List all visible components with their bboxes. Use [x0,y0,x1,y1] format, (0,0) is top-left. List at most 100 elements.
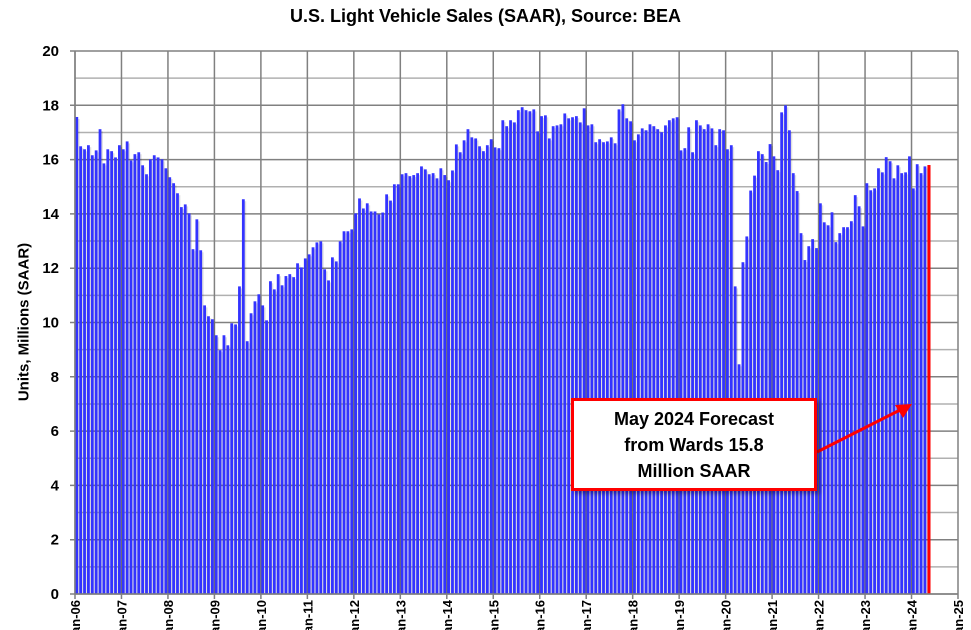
bar-shadow [413,177,417,594]
bar-shadow [239,288,243,594]
bar [594,142,598,594]
bar-shadow [553,128,557,594]
bar-shadow [874,190,878,594]
bar-shadow [572,119,576,594]
bar [474,138,478,594]
bar [114,157,117,595]
bar-shadow [499,150,502,594]
bar [489,139,493,595]
bar [230,323,234,594]
bar [726,149,729,594]
bar-shadow [100,131,103,594]
bar [590,124,594,595]
bar-shadow [642,130,646,594]
bar [121,149,125,594]
annotation-line-1: May 2024 Forecast [613,408,775,429]
y-tick-label: 18 [42,97,59,114]
bar-shadow [510,122,514,595]
y-tick-label: 14 [42,206,59,223]
bar-shadow [185,206,189,594]
bar [497,148,501,594]
bar [338,241,342,594]
bar [315,242,319,594]
bar-shadow [909,158,913,595]
bar [361,208,365,594]
bar [605,141,609,595]
bar-shadow [286,278,289,594]
bar-shadow [487,147,491,594]
bar-shadow [665,127,669,595]
bar-shadow [433,175,436,595]
bar-shadow [351,231,355,595]
bar-shadow [367,205,371,594]
bar [261,305,265,594]
bar [513,122,516,594]
bar [156,157,160,595]
bar-shadow [165,170,169,594]
bar-shadow [925,168,928,594]
bar [222,335,226,594]
bar-shadow [866,185,870,594]
bar-shadow [398,186,402,594]
bar [718,129,722,594]
bar [888,161,892,594]
bar [625,118,629,594]
bar [880,172,884,594]
bar [238,286,241,594]
bar [176,193,179,595]
bar [284,276,288,594]
bar-shadow [758,153,762,594]
bar-shadow [347,233,351,594]
bar-shadow [526,112,529,594]
bar [919,173,923,595]
bar-shadow [193,251,196,594]
bar [915,164,919,594]
bar [199,250,203,594]
bar [633,140,636,595]
bar-shadow [770,146,773,594]
bar [493,147,497,594]
bar-shadow [781,114,785,594]
bar [272,289,276,594]
bar [373,211,377,595]
x-tick-label: Jan-06 [68,600,83,630]
bar-shadow [119,147,123,594]
bar-shadow [580,124,584,594]
bar [226,345,230,594]
bar-shadow [425,171,429,594]
bar-shadow [704,131,708,594]
bar [842,227,846,595]
bar-shadow [789,132,793,594]
bar-shadow [255,303,258,594]
bar-shadow [762,156,766,595]
bar-shadow [684,150,688,594]
bar-shadow [669,122,673,595]
bar-shadow [231,325,235,594]
bar-shadow [262,307,266,594]
bar-shadow [421,168,425,594]
bar [145,174,148,595]
bar-shadow [177,195,181,595]
bar-shadow [619,111,622,594]
y-tick-label: 2 [51,532,59,549]
bar [358,198,361,594]
bar-shadow [196,221,200,594]
bar-shadow [832,214,835,594]
bar-shadow [355,215,359,594]
bar [540,116,543,594]
bar [563,113,567,594]
bar [873,188,876,594]
bar [846,227,849,595]
bar-shadow [390,202,394,594]
bar [896,165,900,594]
bar [83,149,86,594]
bar [753,175,756,594]
bar-shadow [344,233,347,594]
bar [787,130,791,594]
bar [838,233,842,594]
bar [249,313,253,594]
bar-shadow [402,176,406,595]
bar [482,151,485,594]
bar [253,301,257,594]
bar [900,173,904,595]
